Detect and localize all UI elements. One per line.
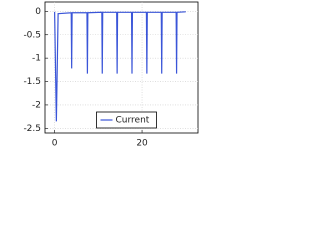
y-tick-label: -0.5	[23, 30, 41, 40]
plot-area	[44, 1, 199, 134]
legend-label: Current	[116, 116, 150, 126]
x-tick-label: 20	[136, 139, 148, 149]
legend: Current	[96, 111, 157, 129]
y-tick-label: -1	[32, 54, 41, 64]
line	[54, 11, 186, 122]
y-tick-label: 0	[35, 7, 41, 17]
y-tick-label: -2	[32, 100, 41, 110]
chart: 0 -0.5 -1 -1.5 -2 -2.5 0 20 Current	[23, 1, 199, 149]
x-tick-label: 0	[52, 139, 58, 149]
y-tick-label: -1.5	[23, 77, 41, 87]
legend-box	[96, 111, 157, 129]
y-tick-label: -2.5	[23, 124, 41, 134]
